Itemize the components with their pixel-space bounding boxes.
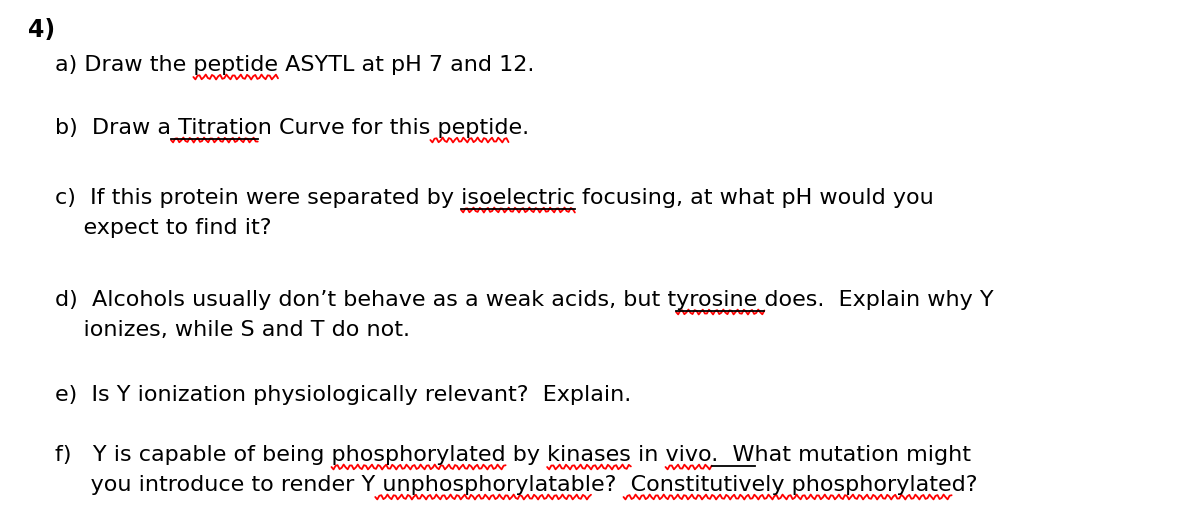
Text: expect to find it?: expect to find it? bbox=[55, 218, 271, 238]
Text: d)  Alcohols usually don’t behave as a weak acids, but tyrosine does.  Explain w: d) Alcohols usually don’t behave as a we… bbox=[55, 290, 994, 310]
Text: you introduce to render Y unphosphorylatable?  Constitutively phosphorylated?: you introduce to render Y unphosphorylat… bbox=[55, 475, 978, 495]
Text: b)  Draw a Titration Curve for this peptide.: b) Draw a Titration Curve for this pepti… bbox=[55, 118, 529, 138]
Text: 4): 4) bbox=[28, 18, 55, 42]
Text: f)   Y is capable of being phosphorylated by kinases in vivo.  What mutation mig: f) Y is capable of being phosphorylated … bbox=[55, 445, 971, 465]
Text: ionizes, while S and T do not.: ionizes, while S and T do not. bbox=[55, 320, 410, 340]
Text: c)  If this protein were separated by isoelectric focusing, at what pH would you: c) If this protein were separated by iso… bbox=[55, 188, 934, 208]
Text: e)  Is Y ionization physiologically relevant?  Explain.: e) Is Y ionization physiologically relev… bbox=[55, 385, 631, 405]
Text: a) Draw the peptide ASYTL at pH 7 and 12.: a) Draw the peptide ASYTL at pH 7 and 12… bbox=[55, 55, 534, 75]
